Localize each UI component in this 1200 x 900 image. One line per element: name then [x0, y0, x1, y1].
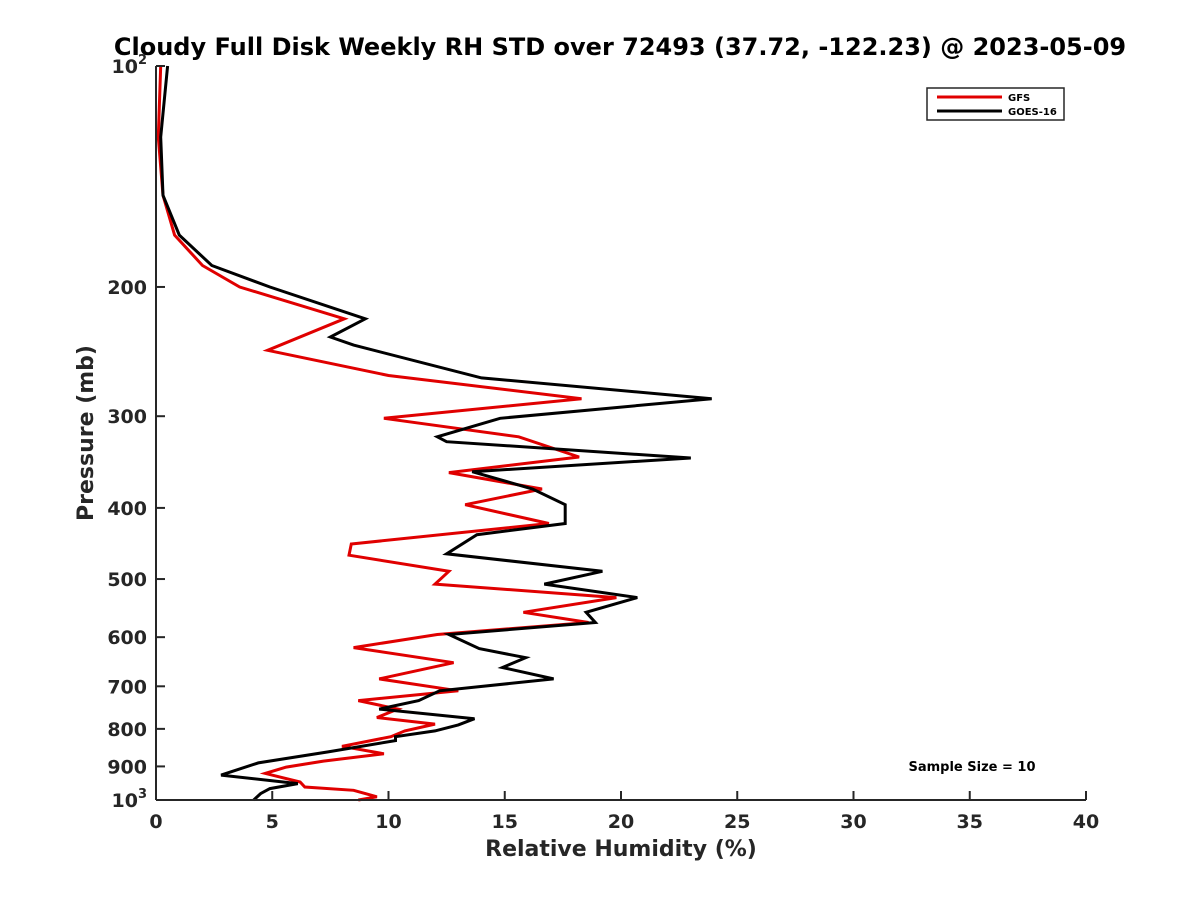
legend-box	[926, 87, 1065, 121]
x-tick-label: 40	[1073, 811, 1099, 833]
x-tick-label: 30	[840, 811, 866, 833]
x-tick-label: 25	[724, 811, 750, 833]
x-tick-label: 20	[608, 811, 634, 833]
sample-size-annotation: Sample Size = 10	[908, 760, 1035, 775]
series-line-gfs	[156, 65, 617, 802]
axes	[155, 66, 1086, 801]
x-ticks: 0 5 10 15 20 25 30 35 40	[149, 791, 1099, 833]
x-tick-label: 5	[266, 811, 279, 833]
y-tick-label: 600	[107, 627, 147, 649]
y-tick-label: 800	[107, 719, 147, 741]
chart-title: Cloudy Full Disk Weekly RH STD over 7249…	[114, 33, 1126, 61]
x-axis-label: Relative Humidity (%)	[485, 837, 757, 862]
y-tick-label: 103	[112, 787, 148, 812]
y-tick-label: 300	[107, 406, 147, 428]
y-tick-label: 102	[112, 53, 148, 78]
y-tick-label: 700	[107, 676, 147, 698]
y-tick-label: 200	[107, 277, 147, 299]
y-axis-label: Pressure (mb)	[74, 345, 99, 521]
x-tick-label: 15	[492, 811, 518, 833]
x-tick-label: 10	[375, 811, 401, 833]
series-line-goes16	[159, 65, 712, 802]
y-ticks: 102 200 300 400 500 600 700 800 900 103	[107, 53, 165, 812]
legend-label-goes16: GOES-16	[1008, 107, 1057, 118]
y-tick-label: 900	[107, 756, 147, 778]
x-tick-label: 0	[149, 811, 162, 833]
y-tick-label: 500	[107, 569, 147, 591]
legend: GFS GOES-16	[926, 87, 1065, 121]
y-tick-label: 400	[107, 498, 147, 520]
x-tick-label: 35	[957, 811, 983, 833]
legend-label-gfs: GFS	[1008, 93, 1030, 104]
plot-lines	[156, 65, 712, 802]
